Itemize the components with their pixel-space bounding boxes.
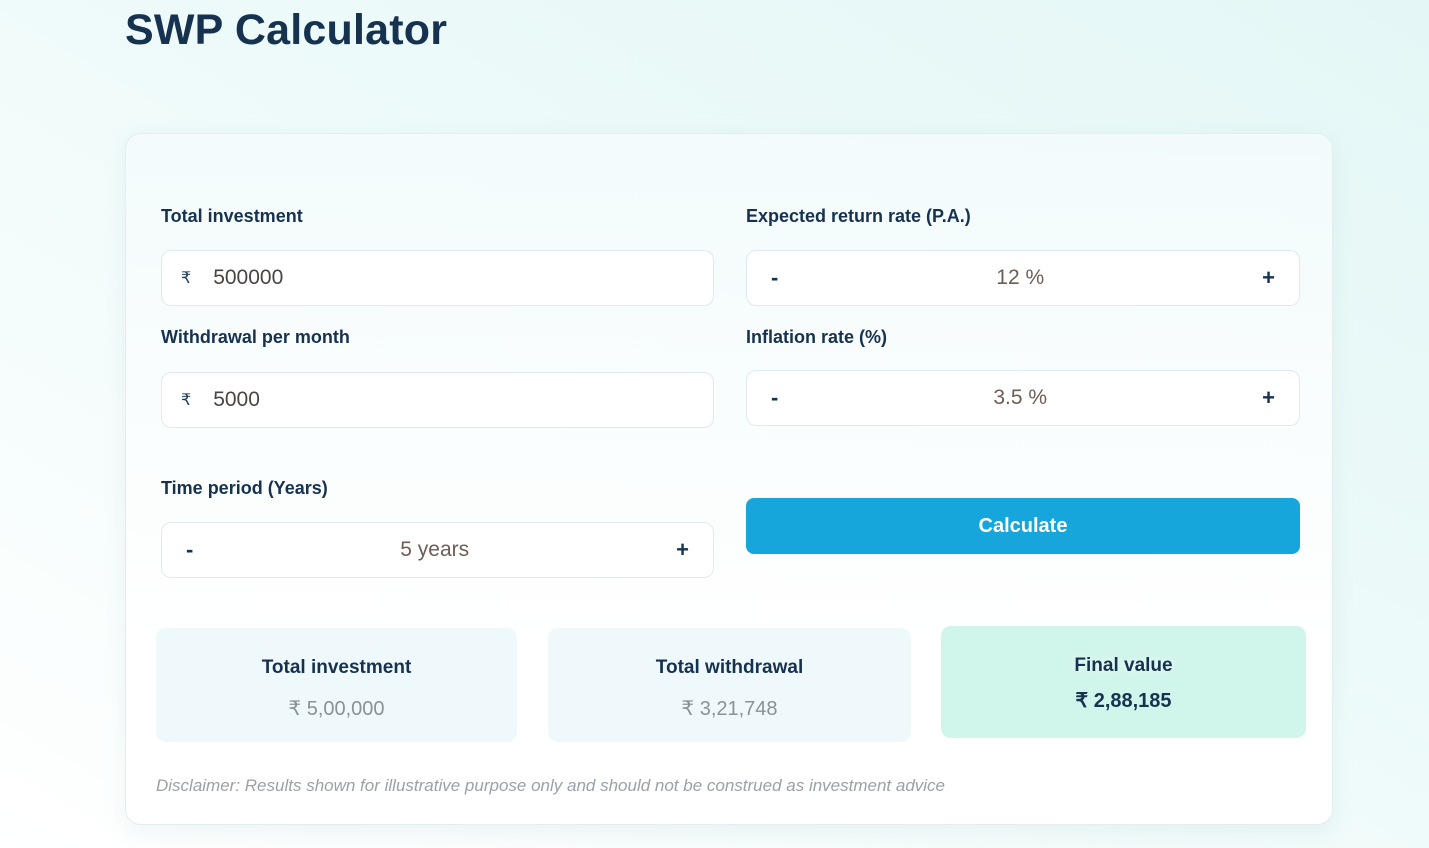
page-title: SWP Calculator (125, 6, 448, 54)
result-label: Final value (1074, 655, 1173, 676)
inflation-rate-value-input[interactable] (778, 386, 1263, 410)
withdrawal-per-month-input[interactable] (213, 388, 713, 412)
time-period-stepper[interactable]: - + (161, 522, 714, 578)
inflation-rate-stepper[interactable]: - + (746, 370, 1300, 426)
result-label: Total withdrawal (655, 657, 804, 678)
rupee-icon: ₹ (181, 270, 192, 287)
inflation-rate-decrement-button[interactable]: - (771, 385, 779, 410)
calculator-card: Total investment ₹ Expected return rate … (125, 133, 1333, 825)
expected-return-stepper[interactable]: - + (746, 250, 1300, 306)
result-value: ₹ 3,21,748 (681, 698, 778, 720)
result-value: ₹ 2,88,185 (1075, 690, 1172, 712)
expected-return-decrement-button[interactable]: - (771, 265, 779, 290)
calculate-button[interactable]: Calculate (746, 498, 1300, 554)
expected-return-increment-button[interactable]: + (1262, 265, 1275, 290)
result-card-total-investment: Total investment ₹ 5,00,000 (156, 628, 517, 742)
withdrawal-per-month-field[interactable]: ₹ (161, 372, 714, 428)
result-card-total-withdrawal: Total withdrawal ₹ 3,21,748 (548, 628, 911, 742)
disclaimer-text: Disclaimer: Results shown for illustrati… (156, 776, 946, 795)
time-period-value-input[interactable] (193, 538, 677, 562)
result-value: ₹ 5,00,000 (288, 698, 385, 720)
total-investment-label: Total investment (161, 206, 303, 226)
time-period-increment-button[interactable]: + (676, 537, 689, 562)
withdrawal-per-month-label: Withdrawal per month (161, 327, 350, 347)
result-card-final-value: Final value ₹ 2,88,185 (941, 626, 1306, 738)
result-label: Total investment (261, 657, 412, 678)
total-investment-input[interactable] (213, 266, 713, 290)
inflation-rate-label: Inflation rate (%) (746, 327, 888, 347)
inflation-rate-increment-button[interactable]: + (1262, 385, 1275, 410)
expected-return-label: Expected return rate (P.A.) (746, 206, 971, 226)
expected-return-value-input[interactable] (778, 266, 1263, 290)
time-period-label: Time period (Years) (161, 478, 328, 498)
total-investment-field[interactable]: ₹ (161, 250, 714, 306)
rupee-icon: ₹ (181, 392, 192, 409)
time-period-decrement-button[interactable]: - (186, 537, 194, 562)
